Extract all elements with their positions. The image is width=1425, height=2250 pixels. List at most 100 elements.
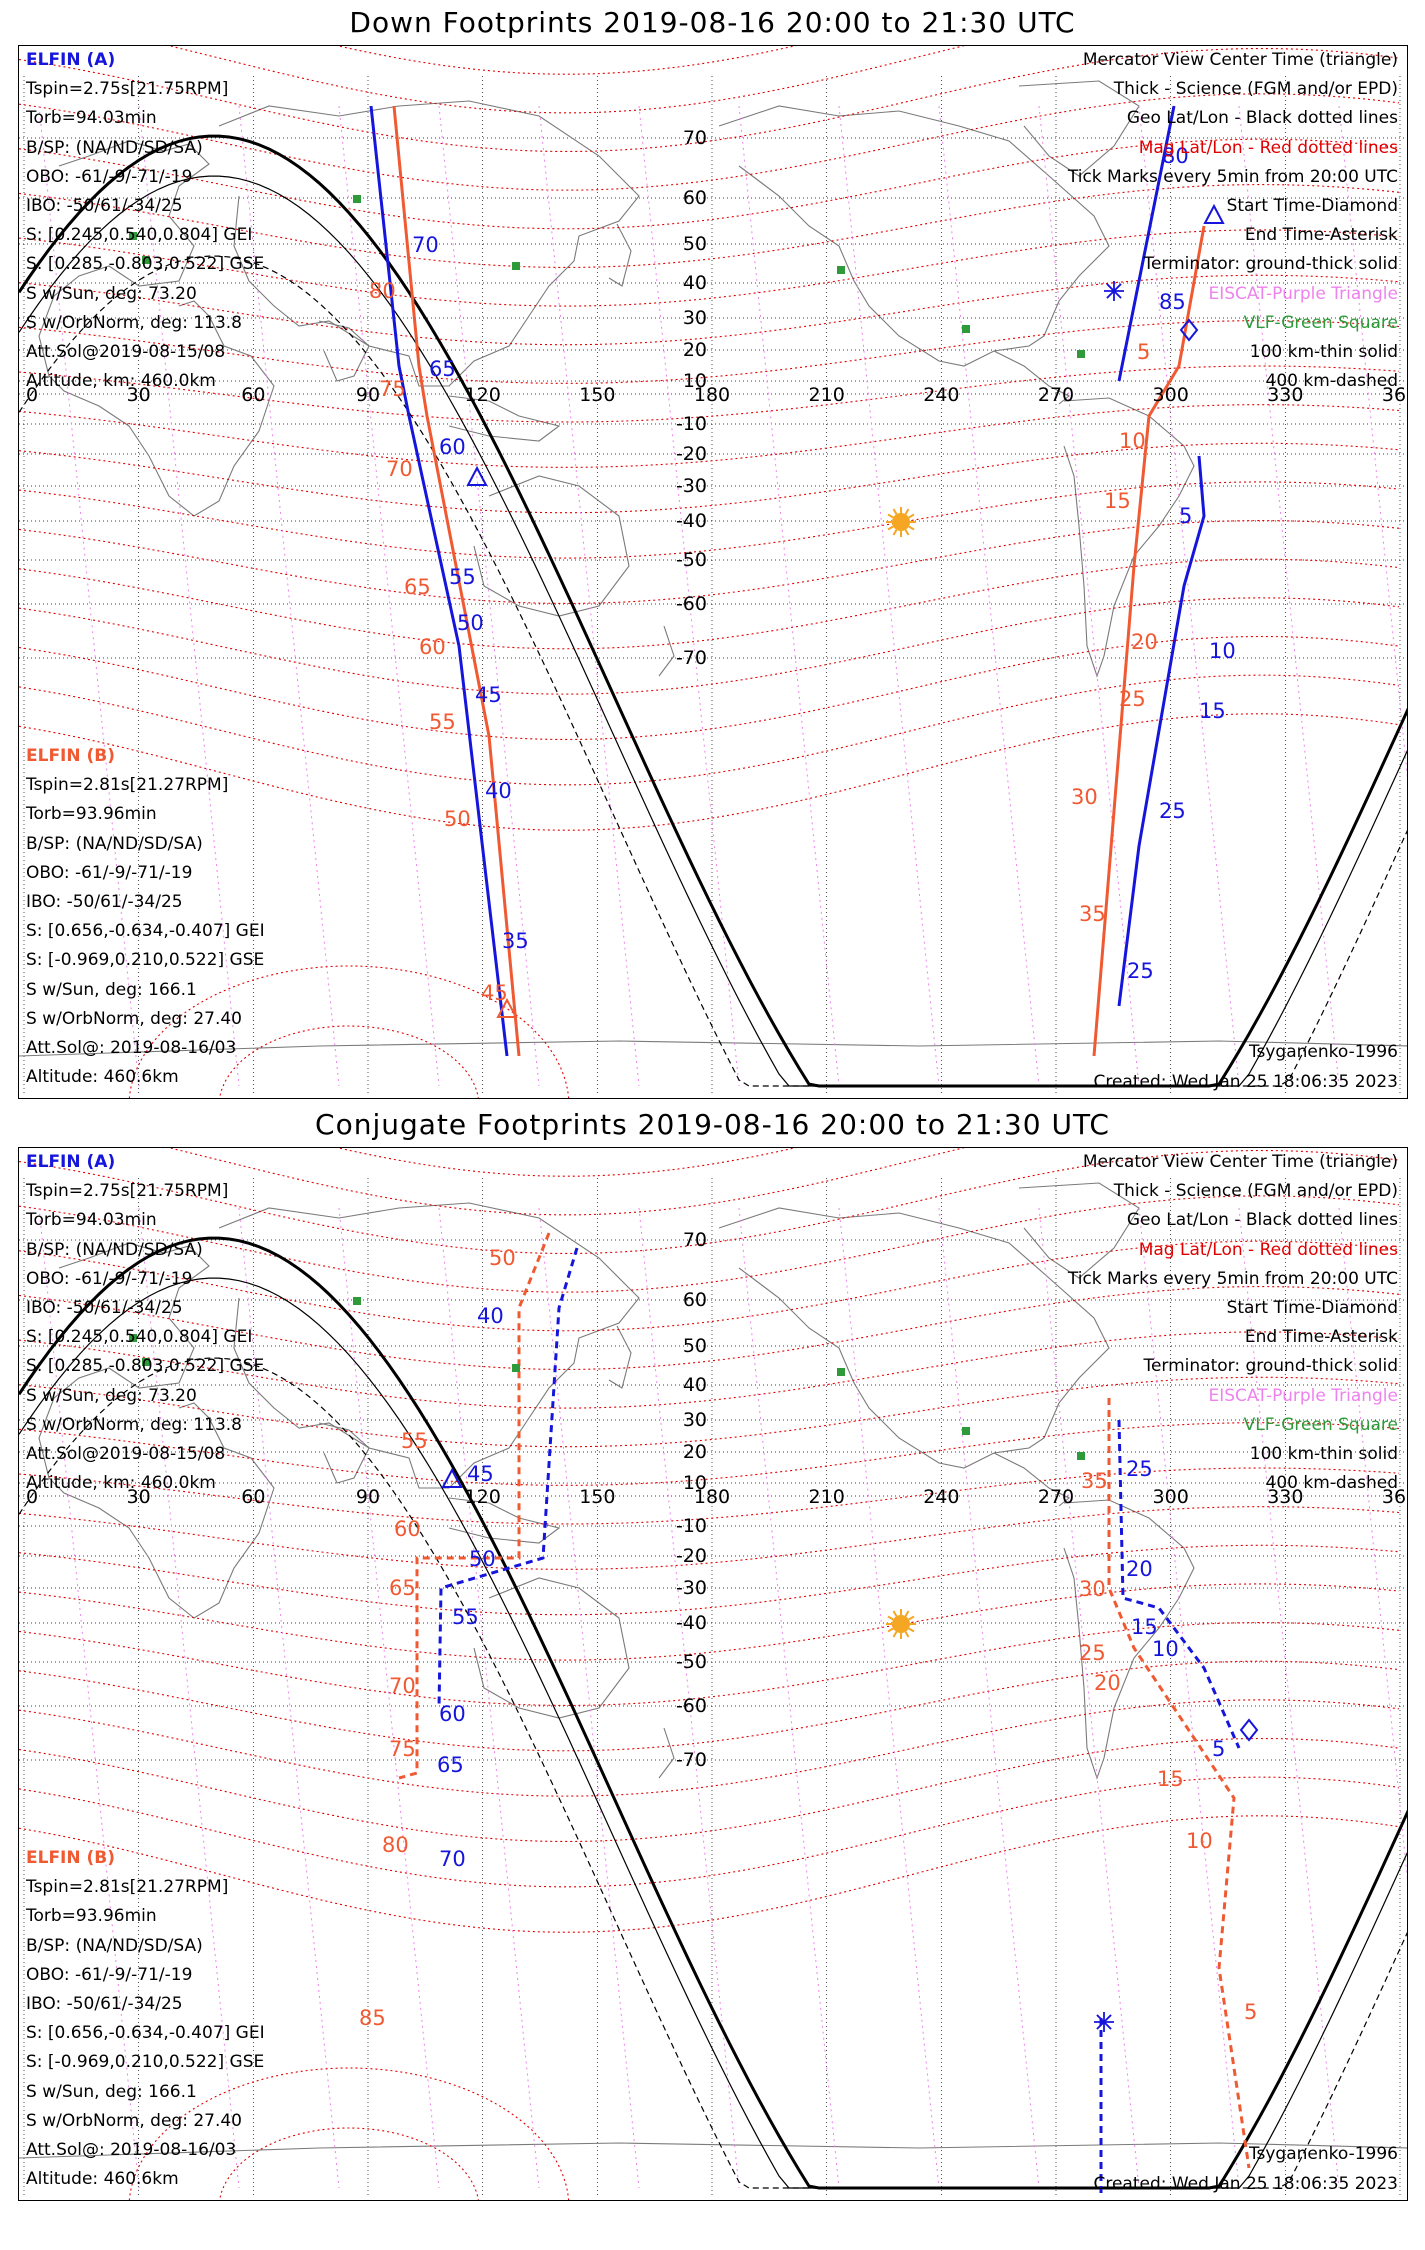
longitude-label: 60 (241, 384, 265, 406)
mag-meridian-line (638, 1207, 740, 2189)
elfin-b-s-sun: S w/Sun, deg: 166.1 (26, 979, 197, 1000)
elfin-a-tick-label-2: 25 (1126, 1457, 1153, 1481)
elfin-b-tick-label-2: 5 (1244, 2000, 1257, 2024)
mag-meridian-line (38, 1207, 140, 2189)
elfin-b-tick-label-2: 15 (1157, 1767, 1184, 1791)
vlf-station-icon (512, 262, 520, 270)
legend-ticks: Tick Marks every 5min from 20:00 UTC (1067, 166, 1398, 187)
latitude-label: -60 (676, 1695, 707, 1717)
longitude-label: 180 (694, 1486, 730, 1508)
elfin-b-ibo: IBO: -50/61/-34/25 (26, 891, 183, 912)
mag-latitude-line (19, 365, 1400, 423)
elfin-a-s-gei: S: [0.245,0.540,0.804] GEI (26, 1327, 253, 1348)
vlf-station-icon (837, 1368, 845, 1376)
vlf-station-icon (1077, 1452, 1085, 1460)
elfin-b-heading: ELFIN (B) (26, 746, 116, 766)
elfin-b-att: Att.Sol@: 2019-08-16/03 (26, 1037, 237, 1058)
elfin-a-track (369, 105, 509, 1057)
vlf-station-icon (129, 1334, 137, 1342)
latitude-label: -50 (676, 1651, 707, 1673)
elfin-b-bsp: B/SP: (NA/ND/SD/SA) (26, 1935, 203, 1956)
longitude-label: 300 (1153, 1486, 1189, 1508)
coastline (38, 140, 275, 517)
elfin-b-tick-label: 60 (419, 635, 446, 659)
elfin-b-obo: OBO: -61/-9/-71/-19 (26, 1964, 193, 1985)
elfin-b-tick-label: 80 (369, 279, 396, 303)
elfin-b-tick-label: 65 (404, 575, 431, 599)
coastline (658, 1727, 675, 1779)
legend-geo: Geo Lat/Lon - Black dotted lines (1126, 108, 1398, 129)
elfin-b-att: Att.Sol@: 2019-08-16/03 (26, 2139, 237, 2160)
elfin-a-tick-label: 60 (439, 1702, 466, 1726)
longitude-label: 150 (579, 384, 615, 406)
elfin-b-tick-label: 55 (401, 1429, 428, 1453)
coastline (473, 475, 630, 617)
elfin-b-tick-label-2: 10 (1119, 429, 1146, 453)
elfin-a-tick-label-2: 10 (1152, 1637, 1179, 1661)
coastline (218, 100, 640, 387)
elfin-b-tick-label-2: 25 (1079, 1641, 1106, 1665)
elfin-a-tick-label: 60 (439, 435, 466, 459)
latitude-label: -60 (676, 593, 707, 615)
elfin-a-s-sun: S w/Sun, deg: 73.20 (26, 1385, 197, 1406)
elfin-a-s-sun: S w/Sun, deg: 73.20 (26, 283, 197, 304)
vlf-station-icon (962, 325, 970, 333)
legend-eiscat: EISCAT-Purple Triangle (1208, 1385, 1398, 1406)
mag-latitude-line (336, 1148, 797, 1177)
elfin-a-ibo: IBO: -50/61/-34/25 (26, 1297, 183, 1318)
elfin-a-s-orb: S w/OrbNorm, deg: 113.8 (26, 312, 243, 333)
latitude-label: -50 (676, 549, 707, 571)
latitude-label: 20 (683, 339, 707, 361)
elfin-a-tick-label-2: 15 (1131, 1615, 1158, 1639)
longitude-label: 60 (241, 1486, 265, 1508)
coastline (38, 1242, 275, 1619)
longitude-label: 30 (127, 384, 151, 406)
elfin-b-heading: ELFIN (B) (26, 1848, 116, 1868)
elfin-b-tick-label-2: 35 (1079, 902, 1106, 926)
elfin-b-tick-label: 65 (389, 1576, 416, 1600)
down-footprints-map: 0 30 60 90 120 150 180 210 240 270 300 330 360 70 60 50… (18, 45, 1408, 1099)
mag-meridian-line (1338, 105, 1407, 778)
mag-latitude-line (167, 46, 966, 114)
elfin-a-obo: OBO: -61/-9/-71/-19 (26, 166, 193, 187)
latitude-label: -70 (676, 647, 707, 669)
elfin-a-heading: ELFIN (A) (26, 1152, 116, 1172)
mag-meridian-line (1038, 1207, 1140, 2189)
mag-meridian-line (738, 105, 840, 1087)
elfin-a-ibo: IBO: -50/61/-34/25 (26, 195, 183, 216)
elfin-b-alt: Altitude: 460.6km (26, 1067, 179, 1088)
mag-meridian-line (138, 1207, 240, 2189)
latitude-label: 30 (683, 307, 707, 329)
elfin-a-track-3 (1117, 455, 1206, 1007)
latitude-label: -10 (676, 1515, 707, 1537)
elfin-a-tick-label-2: 25 (1159, 799, 1186, 823)
legend-start: Start Time-Diamond (1226, 1297, 1398, 1318)
longitude-label: 0 (26, 384, 38, 406)
elfin-b-tick-label-2: 15 (1104, 489, 1131, 513)
longitude-label: 330 (1267, 384, 1303, 406)
legend-ticks: Tick Marks every 5min from 20:00 UTC (1067, 1268, 1398, 1289)
mag-latitude-line (19, 1699, 1400, 1797)
model-label: Tsyganenko-1996 (1248, 1042, 1398, 1062)
longitude-label: 90 (356, 384, 380, 406)
center-time-triangle-icon (466, 465, 488, 486)
elfin-a-tick-label: 50 (457, 611, 484, 635)
latitude-label: 50 (683, 233, 707, 255)
longitude-label: 240 (923, 1486, 959, 1508)
latitude-label: 50 (683, 1335, 707, 1357)
mag-latitude-line (19, 1467, 1400, 1525)
map-canvas: 0 30 60 90 120 150 180 210 240 270 300 330 360 70 60 50… (19, 1148, 1407, 2200)
sun-icon (886, 1609, 916, 1639)
elfin-a-alt: Altitude, km: 460.0km (26, 1473, 216, 1494)
legend-view: Mercator View Center Time (triangle) (1082, 1152, 1398, 1172)
elfin-b-track (392, 105, 521, 1057)
elfin-a-tick-label-2: 15 (1199, 699, 1226, 723)
elfin-b-info: ELFIN (B) Tspin=2.81s[21.27RPM] Torb=93.… (26, 742, 265, 1092)
latitude-label: -30 (676, 475, 707, 497)
map-canvas: 0 30 60 90 120 150 180 210 240 270 300 330 360 70 60 50… (19, 46, 1407, 1098)
mag-latitude-line (19, 1583, 1400, 1661)
legend-geo: Geo Lat/Lon - Black dotted lines (1126, 1210, 1398, 1231)
elfin-a-bsp: B/SP: (NA/ND/SD/SA) (26, 137, 203, 158)
legend-400km: 400 km-dashed (1265, 1473, 1398, 1494)
elfin-a-tick-label: 65 (429, 357, 456, 381)
